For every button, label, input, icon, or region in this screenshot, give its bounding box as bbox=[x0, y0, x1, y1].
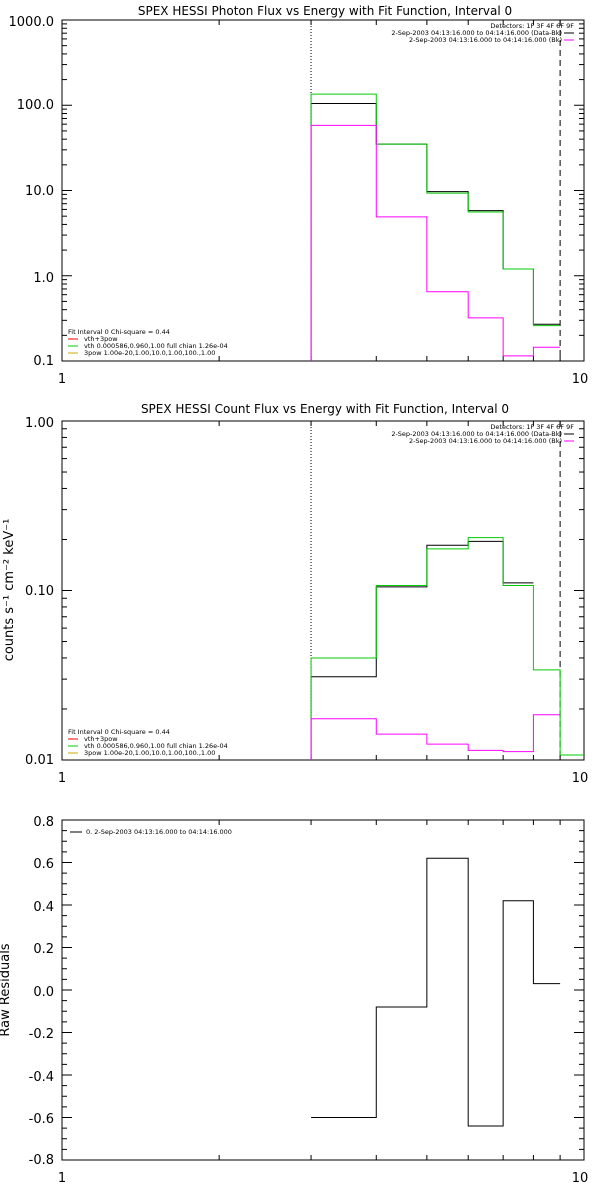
legend-entry-label: vth 0.000586,0.960,1.00 full chian 1.26e… bbox=[84, 742, 228, 750]
y-axis-ticks bbox=[61, 19, 585, 362]
legend-entry-label: vth+3pow bbox=[84, 335, 118, 343]
x-tick-label: 1 bbox=[58, 771, 66, 786]
y-tick-label: 100.0 bbox=[17, 98, 54, 113]
y-axis-ticks bbox=[61, 819, 585, 1161]
count-flux-y-axis-label: counts s⁻¹ cm⁻² keV⁻¹ bbox=[2, 519, 17, 662]
legend-entry-label: 3pow 1.00e-20,1.00,10.0,1.00,100.,1.00 bbox=[84, 349, 215, 357]
legend-entry-label: 0. 2-Sep-2003 04:13:16.000 to 04:14:16.0… bbox=[86, 828, 232, 836]
count-flux-frame bbox=[61, 420, 585, 761]
series-0-histogram-line bbox=[310, 102, 561, 361]
photon-flux-legend-top: Detectors: 1F 3F 4F 6F 9F 2-Sep-2003 04:… bbox=[391, 22, 574, 44]
residuals-panel: Raw Residuals 0.8 0.6 0.4 0.2 0.0 -0.2 -… bbox=[0, 815, 588, 1186]
legend-entry-label: 2-Sep-2003 04:13:16.000 to 04:14:16.000 … bbox=[409, 36, 562, 44]
legend-header: Fit Interval 0 Chi-square = 0.44 bbox=[68, 328, 170, 336]
count-flux-title: SPEX HESSI Count Flux vs Energy with Fit… bbox=[141, 402, 509, 416]
count-flux-legend-bottom: Fit Interval 0 Chi-square = 0.44 vth+3po… bbox=[68, 728, 228, 757]
y-axis-ticks bbox=[61, 420, 585, 761]
series-1-histogram-line bbox=[310, 93, 561, 361]
series-1-histogram-line bbox=[310, 537, 584, 760]
legend-entry-label: 3pow 1.00e-20,1.00,10.0,1.00,100.,1.00 bbox=[84, 749, 215, 757]
residuals-legend: 0. 2-Sep-2003 04:13:16.000 to 04:14:16.0… bbox=[70, 828, 232, 836]
x-tick-label: 10 bbox=[572, 372, 589, 387]
x-tick-label: 10 bbox=[572, 1171, 589, 1186]
series-2-histogram-line bbox=[310, 124, 561, 361]
legend-header: Detectors: 1F 3F 4F 6F 9F bbox=[490, 22, 574, 30]
y-tick-label: 0.4 bbox=[33, 900, 54, 915]
y-tick-label: 1.00 bbox=[25, 416, 54, 431]
y-tick-label: 0.10 bbox=[25, 584, 54, 599]
photon-flux-panel: SPEX HESSI Photon Flux vs Energy with Fi… bbox=[9, 4, 589, 387]
legend-entry-label: 2-Sep-2003 04:13:16.000 to 04:14:16.000 … bbox=[391, 29, 562, 37]
legend-entry-label: vth 0.000586,0.960,1.00 full chian 1.26e… bbox=[84, 342, 228, 350]
legend-header: Fit Interval 0 Chi-square = 0.44 bbox=[68, 728, 170, 736]
legend-entry-label: 2-Sep-2003 04:13:16.000 to 04:14:16.000 … bbox=[409, 437, 562, 445]
y-tick-label: 0.01 bbox=[25, 753, 54, 768]
y-tick-label: 1.0 bbox=[33, 271, 54, 286]
legend-header: Detectors: 1F 3F 4F 6F 9F bbox=[490, 423, 574, 431]
x-tick-label: 1 bbox=[58, 372, 66, 387]
series-2-histogram-line bbox=[310, 714, 561, 760]
count-flux-panel: SPEX HESSI Count Flux vs Energy with Fit… bbox=[2, 402, 588, 786]
count-flux-legend-top: Detectors: 1F 3F 4F 6F 9F 2-Sep-2003 04:… bbox=[391, 423, 574, 445]
photon-flux-title: SPEX HESSI Photon Flux vs Energy with Fi… bbox=[138, 4, 512, 18]
y-tick-label: 0.2 bbox=[33, 942, 54, 957]
y-tick-label: 0.8 bbox=[33, 815, 54, 830]
x-tick-label: 10 bbox=[572, 771, 589, 786]
legend-entry-label: 2-Sep-2003 04:13:16.000 to 04:14:16.000 … bbox=[391, 430, 562, 438]
residuals-frame bbox=[61, 819, 585, 1161]
photon-flux-legend-bottom: Fit Interval 0 Chi-square = 0.44 vth+3po… bbox=[68, 328, 228, 357]
photon-flux-frame bbox=[61, 19, 585, 362]
x-tick-label: 1 bbox=[58, 1171, 66, 1186]
series-0-histogram-line bbox=[311, 857, 561, 1127]
series-0-histogram-line bbox=[310, 540, 534, 760]
y-tick-label: 1000.0 bbox=[9, 15, 55, 30]
residuals-y-axis-label: Raw Residuals bbox=[0, 943, 13, 1036]
y-tick-label: 0.0 bbox=[33, 985, 54, 1000]
y-tick-label: -0.2 bbox=[29, 1027, 54, 1042]
y-tick-label: -0.4 bbox=[29, 1070, 54, 1085]
y-tick-label: 0.1 bbox=[33, 354, 54, 369]
y-tick-label: -0.6 bbox=[29, 1112, 54, 1127]
y-tick-label: 10.0 bbox=[25, 184, 54, 199]
y-tick-label: -0.8 bbox=[29, 1153, 54, 1168]
legend-entry-label: vth+3pow bbox=[84, 735, 118, 743]
y-tick-label: 0.6 bbox=[33, 857, 54, 872]
